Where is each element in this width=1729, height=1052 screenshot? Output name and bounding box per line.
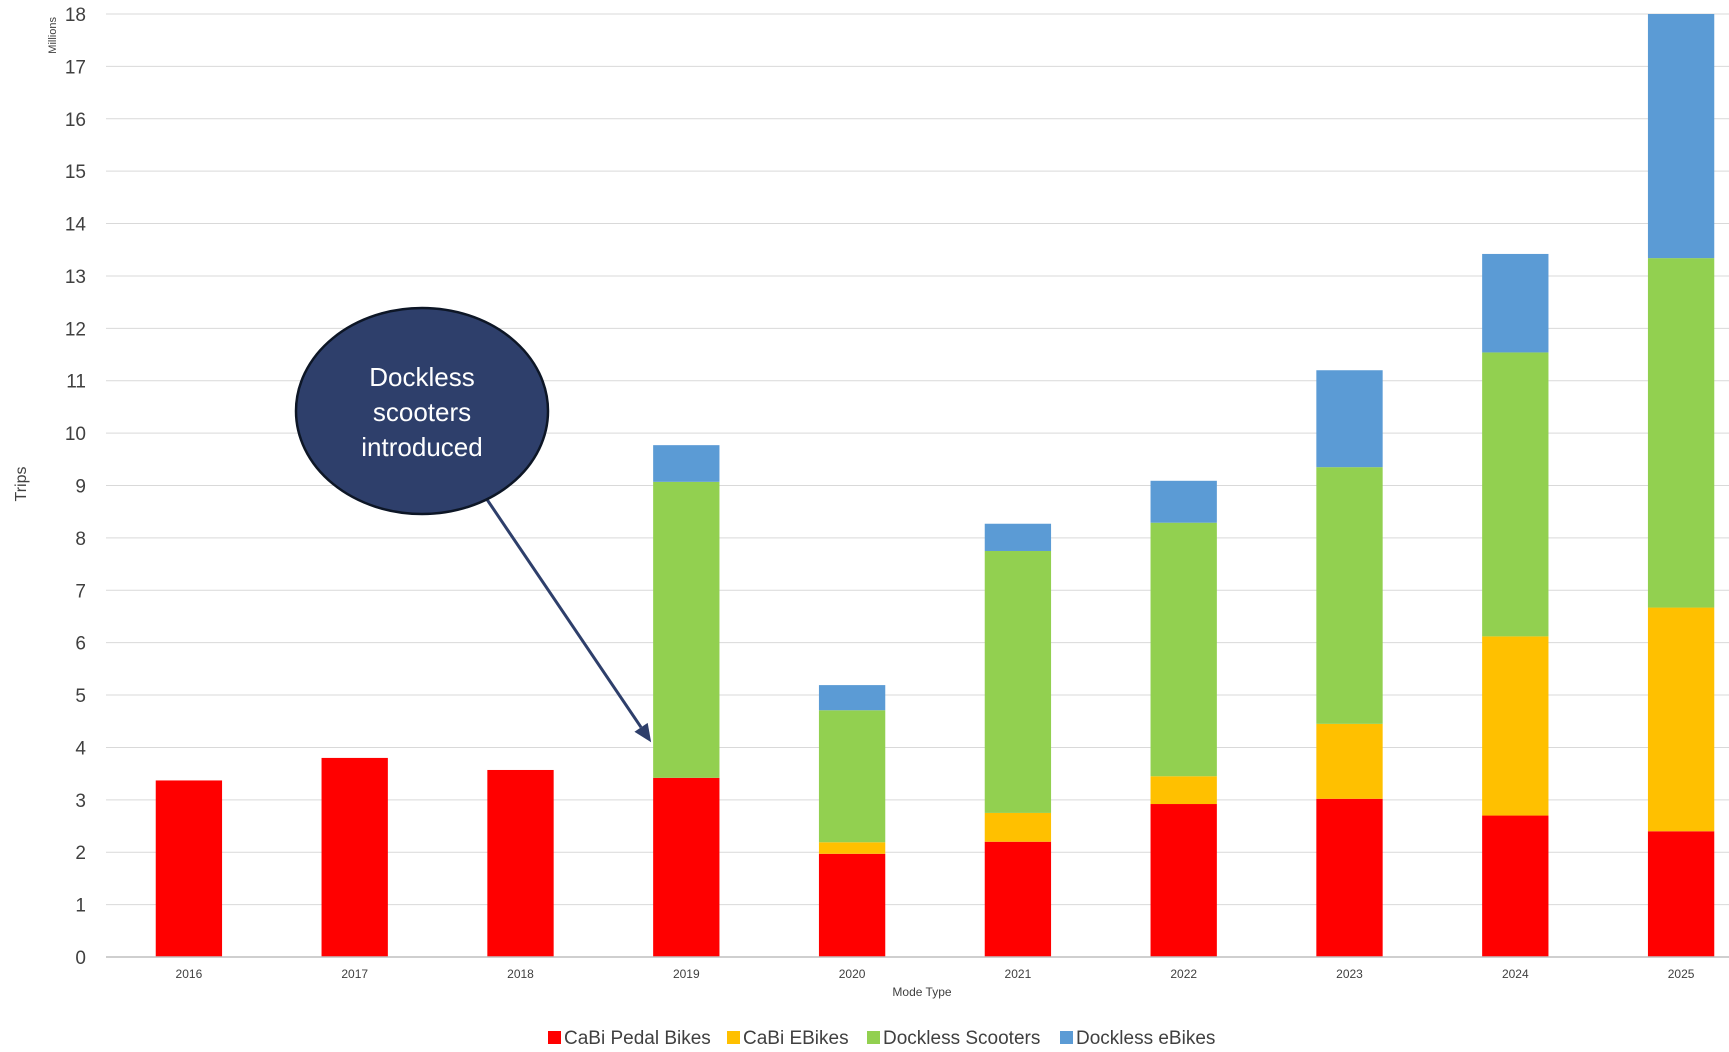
annotation-callout: Dockless scooters introduced	[294, 306, 652, 743]
y-tick-label-3: 3	[75, 791, 86, 812]
bar-2024-series-3	[1482, 253, 1549, 353]
bar-2019-series-3	[653, 445, 720, 482]
y-tick-label-11: 11	[66, 372, 86, 393]
callout-text-line-1: Dockless	[369, 362, 474, 392]
bar-2021-series-3	[984, 523, 1052, 551]
y-tick-label-18: 18	[65, 5, 86, 26]
x-tick-label-2016: 2016	[176, 967, 203, 981]
legend-swatch-1	[727, 1031, 740, 1044]
bar-2024-series-2	[1482, 352, 1549, 637]
bar-2020-series-2	[818, 710, 886, 843]
bar-2021-series-2	[984, 550, 1052, 813]
x-tick-label-2020: 2020	[839, 967, 866, 981]
bar-2025-series-0	[1647, 831, 1715, 957]
bar-2020-series-0	[818, 853, 886, 957]
legend-label-0: CaBi Pedal Bikes	[564, 1028, 711, 1047]
y-tick-label-15: 15	[65, 162, 86, 183]
bar-2018-series-0	[487, 769, 554, 957]
bar-2021-series-0	[984, 841, 1052, 957]
x-tick-label-2018: 2018	[507, 967, 534, 981]
x-tick-label-2021: 2021	[1005, 967, 1032, 981]
bar-2023-series-0	[1316, 798, 1383, 957]
x-tick-labels: 2016 2017 2018 2019 2020 2021 2022 2023 2024 2025	[176, 967, 1695, 981]
bar-2023-series-2	[1316, 467, 1383, 724]
y-tick-label-6: 6	[75, 634, 86, 655]
y-tick-label-4: 4	[75, 738, 86, 759]
callout-arrow-head	[634, 722, 652, 743]
bars	[155, 14, 1715, 957]
legend: CaBi Pedal Bikes CaBi EBikes Dockless Scoo…	[548, 1028, 1215, 1049]
bar-2025-series-3	[1647, 14, 1715, 259]
bar-2021-series-1	[984, 812, 1052, 842]
y-axis-units-label: Millions	[47, 17, 59, 54]
callout-text-line-2: scooters	[373, 397, 471, 427]
legend-label-2: Dockless Scooters	[883, 1028, 1040, 1047]
callout-text-line-3: introduced	[361, 432, 482, 462]
y-axis-title: Trips	[13, 467, 30, 502]
legend-swatch-2	[867, 1031, 880, 1044]
callout-bubble	[294, 306, 550, 516]
x-axis-title: Mode Type	[892, 985, 951, 999]
bar-2025-series-1	[1647, 607, 1715, 832]
bar-2022-series-0	[1150, 804, 1217, 957]
y-tick-label-13: 13	[65, 267, 86, 288]
y-tick-label-14: 14	[65, 215, 87, 236]
y-tick-label-17: 17	[65, 57, 86, 78]
bar-2019-series-0	[653, 777, 720, 957]
x-tick-label-2025: 2025	[1668, 967, 1695, 981]
bar-2025-series-2	[1647, 258, 1715, 608]
x-tick-label-2019: 2019	[673, 967, 700, 981]
x-tick-label-2023: 2023	[1336, 967, 1363, 981]
y-tick-label-7: 7	[75, 581, 86, 602]
legend-swatch-3	[1060, 1031, 1073, 1044]
callout-arrow	[484, 497, 643, 729]
x-tick-label-2017: 2017	[341, 967, 368, 981]
y-tick-label-8: 8	[75, 529, 86, 550]
bar-2022-series-2	[1150, 522, 1217, 777]
x-tick-label-2024: 2024	[1502, 967, 1529, 981]
y-tick-label-2: 2	[75, 843, 86, 864]
bar-2016-series-0	[155, 780, 223, 957]
y-tick-label-5: 5	[75, 686, 86, 707]
legend-label-1: CaBi EBikes	[743, 1028, 849, 1047]
y-tick-label-9: 9	[75, 477, 86, 498]
bar-2022-series-3	[1150, 480, 1217, 523]
bar-2024-series-0	[1482, 815, 1549, 957]
legend-label-3: Dockless eBikes	[1076, 1028, 1215, 1047]
legend-swatch-0	[548, 1031, 561, 1044]
bar-2020-series-1	[818, 842, 886, 854]
bar-2023-series-1	[1316, 723, 1383, 799]
bar-2020-series-3	[818, 685, 886, 711]
y-tick-label-16: 16	[65, 110, 86, 131]
x-tick-label-2022: 2022	[1170, 967, 1197, 981]
bar-2024-series-1	[1482, 636, 1549, 816]
y-tick-label-0: 0	[75, 948, 86, 969]
bar-2017-series-0	[321, 757, 388, 957]
bar-2022-series-1	[1150, 776, 1217, 805]
y-tick-label-1: 1	[75, 896, 86, 917]
bar-2019-series-2	[653, 481, 720, 778]
y-tick-label-12: 12	[65, 319, 86, 340]
y-tick-label-10: 10	[65, 424, 86, 445]
bar-2023-series-3	[1316, 370, 1383, 468]
